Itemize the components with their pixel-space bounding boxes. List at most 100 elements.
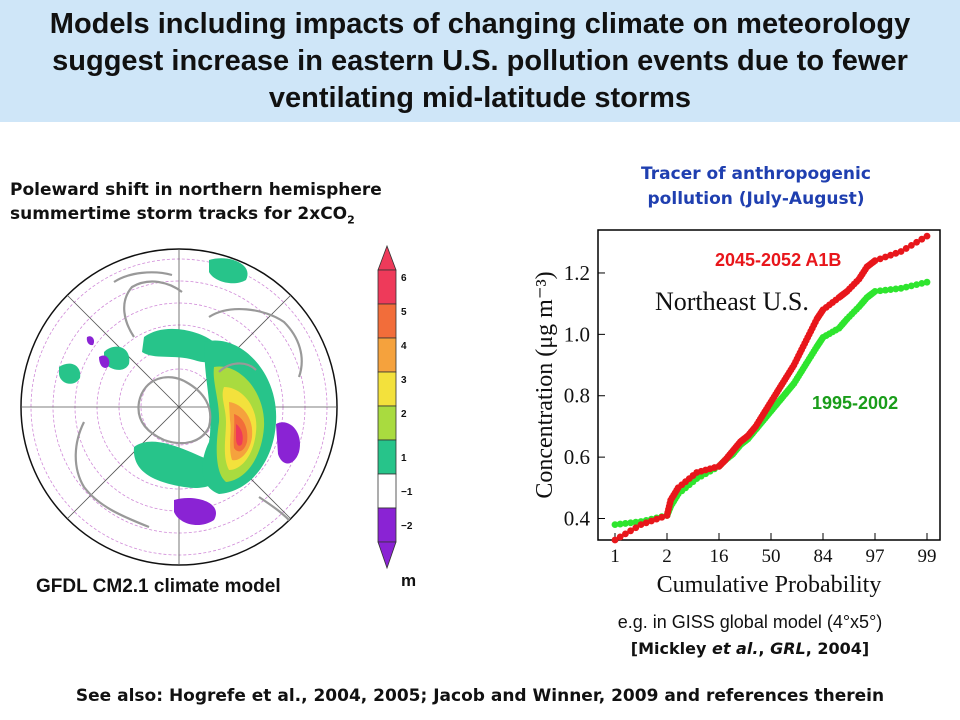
data-point xyxy=(632,524,640,532)
citation-mid: , xyxy=(758,639,771,658)
colorbar-tick-label: 4 xyxy=(401,341,407,352)
data-point xyxy=(876,255,884,263)
polar-map xyxy=(20,248,338,566)
chart-title: Tracer of anthropogenic pollution (July-… xyxy=(586,162,926,212)
data-point xyxy=(876,287,884,295)
page-title: Models including impacts of changing cli… xyxy=(49,8,911,114)
colorbar-tick-label: 6 xyxy=(401,273,407,284)
map-caption-line2: summertime storm tracks for 2xCO2 xyxy=(10,202,430,232)
x-tick-label: 97 xyxy=(866,546,885,567)
region-annotation: Northeast U.S. xyxy=(655,287,809,316)
colorbar-tick-label: −1 xyxy=(401,487,413,498)
citation-journal: GRL xyxy=(770,639,806,658)
colorbar-segment xyxy=(377,303,397,339)
chart-title-line2: pollution (July-August) xyxy=(647,189,865,209)
data-point xyxy=(627,519,634,527)
data-point xyxy=(648,517,655,525)
map-caption-line1: Poleward shift in northern hemisphere xyxy=(10,180,382,200)
data-point xyxy=(871,287,879,295)
colorbar-segment xyxy=(377,337,397,373)
data-point xyxy=(918,280,926,287)
colorbar-segment xyxy=(377,405,397,441)
map-contents xyxy=(21,249,337,565)
colorbar-segment xyxy=(377,371,397,407)
x-axis-label: Cumulative Probability xyxy=(657,572,882,598)
colorbar-unit: m xyxy=(401,571,417,590)
data-point xyxy=(658,513,666,521)
colorbar-segment xyxy=(377,507,397,543)
chart-frame xyxy=(597,229,941,541)
colorbar-tick-label: 1 xyxy=(401,453,407,464)
data-point xyxy=(887,286,894,293)
footer-references: See also: Hogrefe et al., 2004, 2005; Ja… xyxy=(75,686,885,706)
colorbar-top-arrow xyxy=(377,244,397,271)
data-point xyxy=(637,521,645,529)
y-tick-label: 0.8 xyxy=(564,384,590,408)
colorbar-bottom-arrow xyxy=(377,541,397,570)
citation: [Mickley et al., GRL, 2004] xyxy=(540,639,960,658)
series-points xyxy=(611,232,931,544)
data-point xyxy=(923,278,931,286)
map-caption-line2-text: summertime storm tracks for 2xCO xyxy=(10,204,348,224)
x-tick-label: 16 xyxy=(710,546,729,567)
data-point xyxy=(923,232,931,240)
meridians xyxy=(21,249,337,565)
x-tick-label: 50 xyxy=(762,546,781,567)
x-tick-label: 2 xyxy=(662,546,672,567)
data-point xyxy=(902,245,910,252)
colorbar-tick-label: 3 xyxy=(401,375,407,386)
colorbar-segment xyxy=(377,269,397,305)
citation-open: [Mickley xyxy=(630,639,712,658)
x-tick-label: 99 xyxy=(918,546,937,567)
colorbar: 6 5 4 3 2 1 −1 −2 xyxy=(377,244,413,570)
data-point xyxy=(622,530,629,538)
data-point xyxy=(616,533,624,541)
colorbar-tick-label: 2 xyxy=(401,409,407,420)
map-caption-subscript: 2 xyxy=(347,213,355,227)
chart-title-line1: Tracer of anthropogenic xyxy=(641,164,871,184)
y-tick-label: 1.0 xyxy=(564,322,590,346)
data-point xyxy=(913,238,920,246)
series-label-1995-2002: 1995-2002 xyxy=(812,393,898,413)
y-tick-label: 0.6 xyxy=(564,445,590,469)
data-point xyxy=(897,248,905,255)
model-label: GFDL CM2.1 climate model xyxy=(36,576,281,597)
data-point xyxy=(892,249,900,257)
data-point xyxy=(892,285,900,293)
colorbar-segment xyxy=(377,473,397,509)
data-point xyxy=(908,282,915,290)
probability-chart: 1 2 16 50 84 97 99 0.4 0.6 0.8 1.0 1.2 Cumulative Pr… xyxy=(532,229,941,598)
y-tick-label: 0.4 xyxy=(564,507,591,531)
x-tick-label: 84 xyxy=(814,546,834,567)
data-point xyxy=(632,518,640,526)
colorbar-tick-label: 5 xyxy=(401,307,407,318)
series-label-2045-2052: 2045-2052 A1B xyxy=(715,250,841,270)
data-point xyxy=(908,241,915,249)
data-point xyxy=(897,284,905,292)
storm-track-anomalies xyxy=(59,258,300,526)
y-tick-label: 1.2 xyxy=(564,261,590,285)
map-caption: Poleward shift in northern hemisphere su… xyxy=(10,178,430,232)
data-point xyxy=(611,521,619,529)
data-point xyxy=(882,253,889,261)
coastlines xyxy=(74,271,303,533)
citation-etal: et al. xyxy=(711,639,759,658)
y-axis-label: Concentration (μg m⁻³) xyxy=(532,271,558,498)
data-point xyxy=(871,257,879,265)
model-note: e.g. in GISS global model (4°x5°) xyxy=(617,612,883,632)
data-point xyxy=(611,536,619,544)
data-point xyxy=(918,235,926,243)
colorbar-tick-label: −2 xyxy=(401,521,413,532)
colorbar-segment xyxy=(377,439,397,475)
data-point xyxy=(882,286,889,294)
data-point xyxy=(627,527,634,535)
x-tick-label: 1 xyxy=(610,546,620,567)
data-point xyxy=(622,520,629,527)
citation-close: , 2004] xyxy=(805,639,870,658)
data-point xyxy=(913,281,920,289)
data-point xyxy=(887,251,894,259)
title-banner xyxy=(0,0,960,122)
data-point xyxy=(902,283,910,291)
data-point xyxy=(653,515,660,523)
data-point xyxy=(642,519,650,527)
